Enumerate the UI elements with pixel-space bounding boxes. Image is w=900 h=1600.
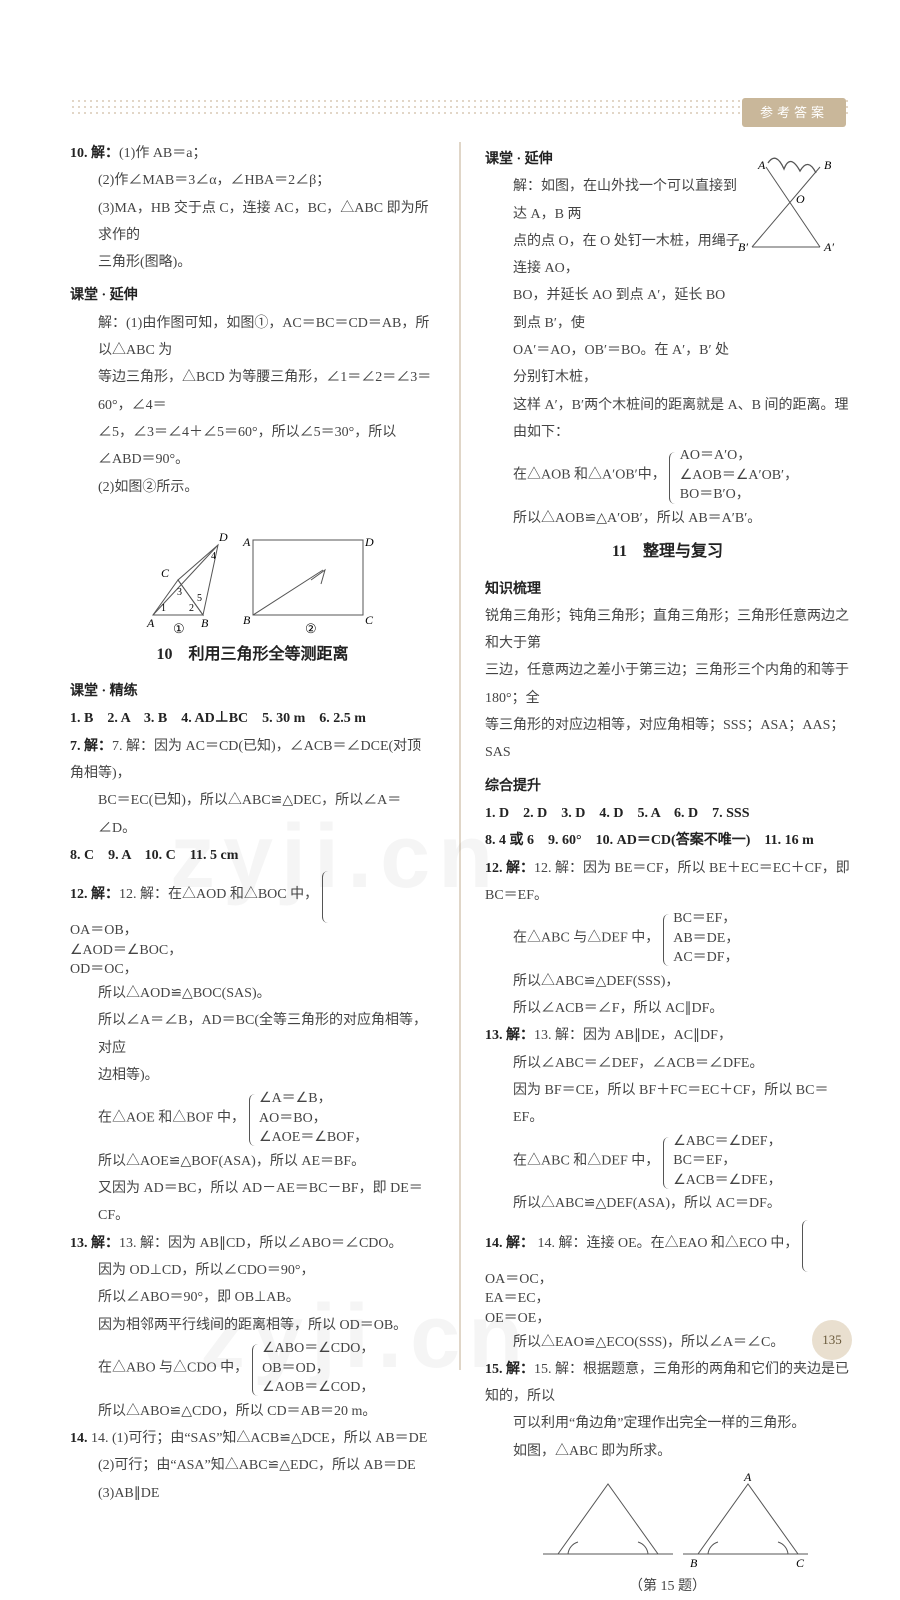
- ext1-p4: (2)如图②所示。: [70, 474, 435, 501]
- q13f: 所以△ABO≌△CDO，所以 CD＝AB＝20 m。: [70, 1398, 435, 1425]
- sec1-head: 课堂 · 精练: [70, 678, 435, 705]
- svg-text:C: C: [796, 1556, 805, 1569]
- svg-text:B: B: [690, 1556, 698, 1569]
- columns: 10. 解：(1)作 AB＝a； (2)作∠MAB＝3∠α，∠HBA＝2∠β； …: [70, 140, 850, 1370]
- ext1-p1: 解：(1)由作图可知，如图①，AC＝BC＝CD＝AB，所以△ABC 为: [70, 310, 435, 365]
- q10-line1: 10. 解：(1)作 AB＝a；: [70, 140, 435, 167]
- zh-q12c: 所以△ABC≌△DEF(SSS)，: [485, 968, 850, 995]
- zh-q13a: 13. 解：13. 解：因为 AB∥DE，AC∥DF，: [485, 1022, 850, 1049]
- svg-text:5: 5: [197, 593, 202, 604]
- svg-text:A: A: [146, 616, 155, 630]
- fig-label-Bp: B′: [738, 240, 748, 254]
- right-column: 课堂 · 延伸 解：如图，在山外找一个可以直接到达 A，B 两 点的点 O，在 …: [485, 140, 850, 1370]
- svg-text:C: C: [365, 613, 374, 627]
- q12c: 所以∠A＝∠B，AD＝BC(全等三角形的对应角相等，对应: [70, 1007, 435, 1062]
- svg-text:①: ①: [173, 621, 185, 635]
- q13c: 所以∠ABO＝90°，即 OB⊥AB。: [70, 1284, 435, 1311]
- q12b: 所以△AOD≌△BOC(SAS)。: [70, 980, 435, 1007]
- zs-p3: 等三角形的对应边相等，对应角相等；SSS；ASA；AAS；SAS: [485, 712, 850, 767]
- q13e: 在△ABO 与△CDO 中， ∠ABO＝∠CDO， OB＝OD， ∠AOB＝∠C…: [70, 1339, 435, 1398]
- q14c: (3)AB∥DE: [70, 1480, 435, 1507]
- svg-text:1: 1: [161, 603, 166, 614]
- q7b: BC＝EC(已知)，所以△ABC≌△DEC，所以∠A＝∠D。: [70, 787, 435, 842]
- zh-ans2: 8. 4 或 6 9. 60° 10. AD＝CD(答案不唯一) 11. 16 …: [485, 827, 850, 854]
- zh-q12b: 在△ABC 与△DEF 中， BC＝EF， AB＝DE， AC＝DF，: [485, 909, 850, 968]
- svg-text:2: 2: [189, 603, 194, 614]
- svg-text:B: B: [243, 613, 251, 627]
- zh-q15c: 如图，△ABC 即为所求。: [485, 1438, 850, 1465]
- fig-label-O: O: [796, 192, 805, 206]
- q7a: 7. 解：7. 解：因为 AC＝CD(已知)，∠ACB＝∠DCE(对顶角相等)，: [70, 733, 435, 788]
- q12a: 12. 解：12. 解：在△AOD 和△BOC 中， OA＝OB， ∠AOD＝∠…: [70, 869, 435, 980]
- zh-q12a: 12. 解：12. 解：因为 BE＝CF，所以 BE＋EC＝EC＋CF，即 BC…: [485, 855, 850, 910]
- dotted-band: [70, 98, 850, 116]
- r-ext-p6: 在△AOB 和△A′OB′中， AO＝A′O， ∠AOB＝∠A′OB′， BO＝…: [485, 446, 850, 505]
- fig-label-B: B: [824, 158, 832, 172]
- left-column: 10. 解：(1)作 AB＝a； (2)作∠MAB＝3∠α，∠HBA＝2∠β； …: [70, 140, 435, 1370]
- r-ext-p4: OA′＝AO，OB′＝BO。在 A′，B′ 处分别钉木桩，: [485, 337, 850, 392]
- q10-line3: (3)MA，HB 交于点 C，连接 AC，BC，△ABC 即为所求作的: [70, 195, 435, 250]
- zh-q15a: 15. 解：15. 解：根据题意，三角形的两角和它们的夹边是已知的，所以: [485, 1356, 850, 1411]
- svg-text:4: 4: [211, 551, 216, 562]
- zh-head: 综合提升: [485, 773, 850, 800]
- r-ext-p3: BO，并延长 AO 到点 A′，延长 BO 到点 B′，使: [485, 282, 850, 337]
- mountain-diagram: A B O B′ A′: [738, 155, 848, 265]
- zs-p2: 三边，任意两边之差小于第三边；三角形三个内角的和等于 180°；全: [485, 657, 850, 712]
- q13d: 因为相邻两平行线间的距离相等，所以 OD＝OB。: [70, 1312, 435, 1339]
- q10-line2: (2)作∠MAB＝3∠α，∠HBA＝2∠β；: [70, 167, 435, 194]
- zh-q14a: 14. 解： 14. 解：连接 OE。在△EAO 和△ECO 中， OA＝OC，…: [485, 1218, 850, 1329]
- r-ext-p7: 所以△AOB≌△A′OB′，所以 AB＝A′B′。: [485, 505, 850, 532]
- svg-text:A: A: [242, 535, 251, 549]
- q15-caption: （第 15 题）: [485, 1573, 850, 1600]
- zh-q13e: 所以△ABC≌△DEF(ASA)，所以 AC＝DF。: [485, 1190, 850, 1217]
- ext1-p3: ∠5，∠3＝∠4＋∠5＝60°，所以∠5＝30°，所以∠ABD＝90°。: [70, 419, 435, 474]
- q10-line4: 三角形(图略)。: [70, 249, 435, 276]
- zs-head: 知识梳理: [485, 576, 850, 603]
- zh-q12d: 所以∠ACB＝∠F，所以 AC∥DF。: [485, 995, 850, 1022]
- q13a: 13. 解：13. 解：因为 AB∥CD，所以∠ABO＝∠CDO。: [70, 1230, 435, 1257]
- sec1-ans2: 8. C 9. A 10. C 11. 5 cm: [70, 842, 435, 869]
- zh-q15b: 可以利用“角边角”定理作出完全一样的三角形。: [485, 1410, 850, 1437]
- q12f: 所以△AOE≌△BOF(ASA)，所以 AE＝BF。: [70, 1148, 435, 1175]
- svg-text:C: C: [161, 566, 170, 580]
- svg-text:D: D: [364, 535, 374, 549]
- svg-text:②: ②: [305, 621, 317, 635]
- zs-p1: 锐角三角形；钝角三角形；直角三角形；三角形任意两边之和大于第: [485, 603, 850, 658]
- fig-label-Ap: A′: [823, 240, 834, 254]
- q14a: 14. 14. (1)可行；由“SAS”知△ACB≌△DCE，所以 AB＝DE: [70, 1425, 435, 1452]
- zh-q13c: 因为 BF＝CE，所以 BF＋FC＝EC＋CF，所以 BC＝EF。: [485, 1077, 850, 1132]
- zh-q13d: 在△ABC 和△DEF 中， ∠ABC＝∠DEF， BC＝EF， ∠ACB＝∠D…: [485, 1132, 850, 1191]
- svg-text:D: D: [218, 530, 228, 544]
- q15-figure: A B C: [485, 1469, 850, 1569]
- sec1-ans: 1. B 2. A 3. B 4. AD⊥BC 5. 30 m 6. 2.5 m: [70, 705, 435, 732]
- header-tab: 参考答案: [742, 98, 846, 127]
- svg-text:B: B: [201, 616, 209, 630]
- column-separator: [459, 142, 461, 1370]
- ext1-head: 课堂 · 延伸: [70, 282, 435, 309]
- section-11-title: 11 整理与复习: [485, 536, 850, 567]
- zh-q14b: 所以△EAO≌△ECO(SSS)，所以∠A＝∠C。: [485, 1329, 850, 1356]
- zh-ans1: 1. D 2. D 3. D 4. D 5. A 6. D 7. SSS: [485, 800, 850, 827]
- ext1-p2: 等边三角形，△BCD 为等腰三角形，∠1＝∠2＝∠3＝60°，∠4＝: [70, 364, 435, 419]
- left-figures: A B C D 1 2 3 4 5 ①: [70, 505, 435, 635]
- q12e: 在△AOE 和△BOF 中， ∠A＝∠B， AO＝BO， ∠AOE＝∠BOF，: [70, 1089, 435, 1148]
- svg-text:A: A: [743, 1470, 752, 1484]
- fig-label-A: A: [757, 158, 766, 172]
- page-number: 135: [812, 1320, 852, 1360]
- zh-q13b: 所以∠ABC＝∠DEF，∠ACB＝∠DFE。: [485, 1050, 850, 1077]
- q14b: (2)可行；由“ASA”知△ABC≌△EDC，所以 AB＝DE: [70, 1452, 435, 1479]
- section-10-title: 10 利用三角形全等测距离: [70, 639, 435, 670]
- q12g: 又因为 AD＝BC，所以 AD－AE＝BC－BF，即 DE＝CF。: [70, 1175, 435, 1230]
- q13b: 因为 OD⊥CD，所以∠CDO＝90°，: [70, 1257, 435, 1284]
- page: 参考答案 zyji.cn zyji.cn A B O B′ A′ 10. 解：(…: [0, 0, 900, 1390]
- svg-text:3: 3: [177, 587, 182, 598]
- q12d: 边相等)。: [70, 1062, 435, 1089]
- r-ext-p5: 这样 A′，B′两个木桩间的距离就是 A、B 间的距离。理由如下：: [485, 392, 850, 447]
